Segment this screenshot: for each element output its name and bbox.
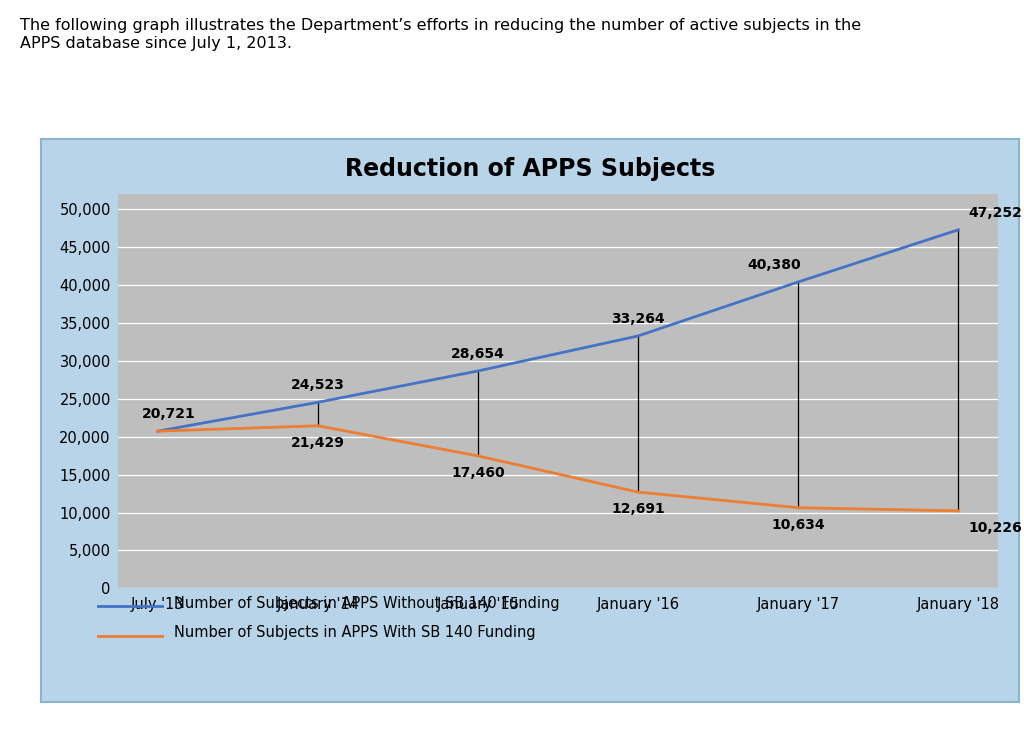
Text: 21,429: 21,429 [291,436,345,450]
Text: 20,721: 20,721 [141,407,196,421]
Text: 28,654: 28,654 [452,347,505,361]
Text: 47,252: 47,252 [968,206,1022,220]
Text: 40,380: 40,380 [748,258,801,272]
Text: Number of Subjects in APPS Without SB 140 Funding: Number of Subjects in APPS Without SB 14… [174,596,560,610]
Text: 33,264: 33,264 [611,312,665,326]
Text: 10,226: 10,226 [968,520,1022,534]
Text: 24,523: 24,523 [291,379,345,393]
Text: Number of Subjects in APPS With SB 140 Funding: Number of Subjects in APPS With SB 140 F… [174,625,536,640]
Text: 12,691: 12,691 [611,502,665,516]
Text: Reduction of APPS Subjects: Reduction of APPS Subjects [345,157,715,181]
Text: 10,634: 10,634 [771,518,825,531]
Text: 17,460: 17,460 [452,466,505,480]
Text: The following graph illustrates the Department’s efforts in reducing the number : The following graph illustrates the Depa… [20,18,861,50]
